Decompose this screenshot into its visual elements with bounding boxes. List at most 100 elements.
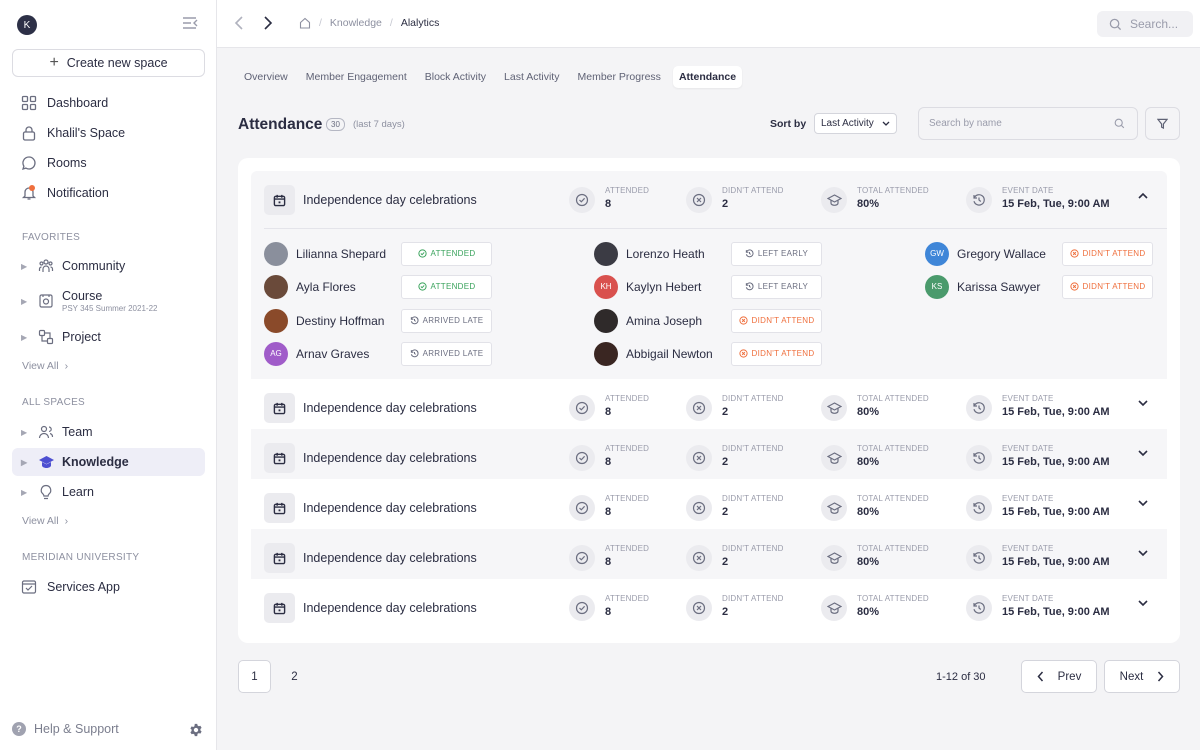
avatar: KH — [594, 274, 618, 299]
chevron-right-icon — [1157, 671, 1164, 682]
notification-dot — [29, 185, 35, 191]
organization-heading: MERIDIAN UNIVERSITY — [22, 552, 140, 563]
attendee-name: Lorenzo Heath — [626, 246, 705, 261]
space-learn[interactable]: ▶ Learn — [12, 478, 205, 506]
tab-member-engagement[interactable]: Member Engagement — [305, 71, 407, 83]
avatar: AG — [264, 341, 288, 366]
attendee-name: Destiny Hoffman — [296, 313, 385, 328]
chevron-right-icon: › — [64, 360, 69, 372]
nav-item-dashboard[interactable]: Dashboard — [12, 90, 205, 116]
stat-label: ATTENDED — [605, 544, 650, 553]
page-1-button[interactable]: 1 — [238, 660, 271, 693]
favorite-label: Course — [62, 289, 103, 303]
sort-value: Last Activity — [821, 118, 874, 129]
avatar — [264, 274, 288, 299]
tab-overview[interactable]: Overview — [244, 71, 288, 83]
attendee-item: KS Karissa Sawyer DIDN'T ATTEND — [925, 274, 1153, 299]
forward-arrow-icon[interactable] — [263, 15, 273, 31]
caret-right-icon[interactable]: ▶ — [21, 487, 28, 497]
chevron-down-icon[interactable] — [1138, 550, 1148, 557]
nav-item-rooms[interactable]: Rooms — [12, 150, 205, 176]
status-label: DIDN'T ATTEND — [1082, 249, 1146, 258]
calendar-icon — [264, 593, 295, 623]
global-search-input[interactable]: Search... — [1097, 11, 1193, 37]
caret-right-icon[interactable]: ▶ — [21, 427, 28, 437]
graduation-cap-icon — [821, 495, 847, 521]
breadcrumb-item[interactable]: Knowledge — [329, 17, 382, 29]
event-row[interactable]: Independence day celebrations ATTENDED 8… — [251, 171, 1167, 379]
tab-member-progress[interactable]: Member Progress — [577, 71, 661, 83]
nav-item-notification[interactable]: Notification — [12, 180, 205, 206]
stat-label: EVENT DATE — [1002, 594, 1054, 603]
caret-right-icon[interactable]: ▶ — [21, 332, 28, 342]
collapse-sidebar-icon[interactable] — [182, 16, 198, 30]
services-app-item[interactable]: Services App — [12, 574, 205, 600]
page-subtitle: (last 7 days) — [353, 119, 405, 130]
gear-icon[interactable] — [189, 723, 203, 737]
status-badge: ATTENDED — [401, 241, 492, 266]
course-icon — [38, 293, 54, 309]
event-title: Independence day celebrations — [303, 401, 477, 415]
nav-item-khalils-space[interactable]: Khalil's Space — [12, 120, 205, 146]
stat-label: EVENT DATE — [1002, 494, 1054, 503]
caret-right-icon[interactable]: ▶ — [21, 457, 28, 467]
filter-button[interactable] — [1145, 107, 1180, 140]
x-circle-icon — [738, 349, 748, 358]
chevron-down-icon[interactable] — [1138, 400, 1148, 407]
stat-value: 2 — [722, 606, 729, 618]
chevron-right-icon: › — [64, 515, 69, 527]
event-row[interactable]: Independence day celebrations ATTENDED 8… — [251, 579, 1167, 629]
event-row[interactable]: Independence day celebrations ATTENDED 8… — [251, 479, 1167, 529]
didnt-attend-stat: DIDN'T ATTEND 2 — [686, 543, 784, 571]
stat-value: 80% — [857, 556, 880, 568]
favorites-view-all-link[interactable]: View All › — [22, 360, 68, 372]
event-row[interactable]: Independence day celebrations ATTENDED 8… — [251, 379, 1167, 429]
caret-right-icon[interactable]: ▶ — [21, 296, 28, 306]
attendee-name: Lilianna Shepard — [296, 246, 387, 261]
back-arrow-icon[interactable] — [234, 15, 244, 31]
space-knowledge[interactable]: ▶ Knowledge — [12, 448, 205, 476]
name-search-input[interactable]: Search by name — [918, 107, 1138, 140]
caret-right-icon[interactable]: ▶ — [21, 261, 28, 271]
page-2-button[interactable]: 2 — [291, 670, 298, 683]
space-team[interactable]: ▶ Team — [12, 418, 205, 446]
prev-page-button[interactable]: Prev — [1021, 660, 1097, 693]
home-icon[interactable] — [299, 17, 311, 29]
help-support-link[interactable]: ? Help & Support — [12, 722, 119, 736]
event-title: Independence day celebrations — [303, 601, 477, 615]
attendee-item: Amina Joseph DIDN'T ATTEND — [594, 308, 822, 333]
next-page-button[interactable]: Next — [1104, 660, 1180, 693]
space-label: Learn — [62, 485, 94, 499]
attendee-name: Amina Joseph — [626, 313, 703, 328]
total-attended-stat: TOTAL ATTENDED 80% — [821, 443, 929, 471]
tab-last-activity[interactable]: Last Activity — [504, 71, 560, 83]
calendar-icon — [264, 493, 295, 523]
chevron-down-icon[interactable] — [1138, 500, 1148, 507]
top-bar: / Knowledge / Alalytics Search... — [217, 0, 1200, 48]
favorite-project[interactable]: ▶ Project — [12, 323, 205, 351]
create-new-space-button[interactable]: + Create new space — [12, 49, 205, 77]
event-date-stat: EVENT DATE 15 Feb, Tue, 9:00 AM — [966, 493, 1110, 521]
sort-select[interactable]: Last Activity — [814, 113, 897, 134]
calendar-icon — [264, 185, 295, 215]
chevron-up-icon[interactable] — [1138, 192, 1148, 199]
favorite-label: Community — [62, 259, 126, 273]
stat-value: 80% — [857, 456, 880, 468]
team-icon — [38, 424, 54, 440]
calendar-icon — [264, 543, 295, 573]
spaces-view-all-link[interactable]: View All › — [22, 515, 68, 527]
chevron-down-icon[interactable] — [1138, 600, 1148, 607]
create-new-space-label: Create new space — [66, 56, 168, 70]
tab-attendance[interactable]: Attendance — [672, 66, 743, 88]
workspace-avatar[interactable]: K — [17, 15, 37, 35]
x-circle-icon — [1069, 249, 1079, 258]
favorite-course[interactable]: ▶ Course PSY 345 Summer 2021-22 — [12, 287, 205, 315]
status-badge: DIDN'T ATTEND — [1062, 241, 1153, 266]
event-row[interactable]: Independence day celebrations ATTENDED 8… — [251, 529, 1167, 579]
event-date-stat: EVENT DATE 15 Feb, Tue, 9:00 AM — [966, 543, 1110, 571]
chevron-down-icon[interactable] — [1138, 450, 1148, 457]
event-row[interactable]: Independence day celebrations ATTENDED 8… — [251, 429, 1167, 479]
tab-block-activity[interactable]: Block Activity — [424, 71, 487, 83]
favorite-community[interactable]: ▶ Community — [12, 252, 205, 280]
stat-label: EVENT DATE — [1002, 544, 1054, 553]
